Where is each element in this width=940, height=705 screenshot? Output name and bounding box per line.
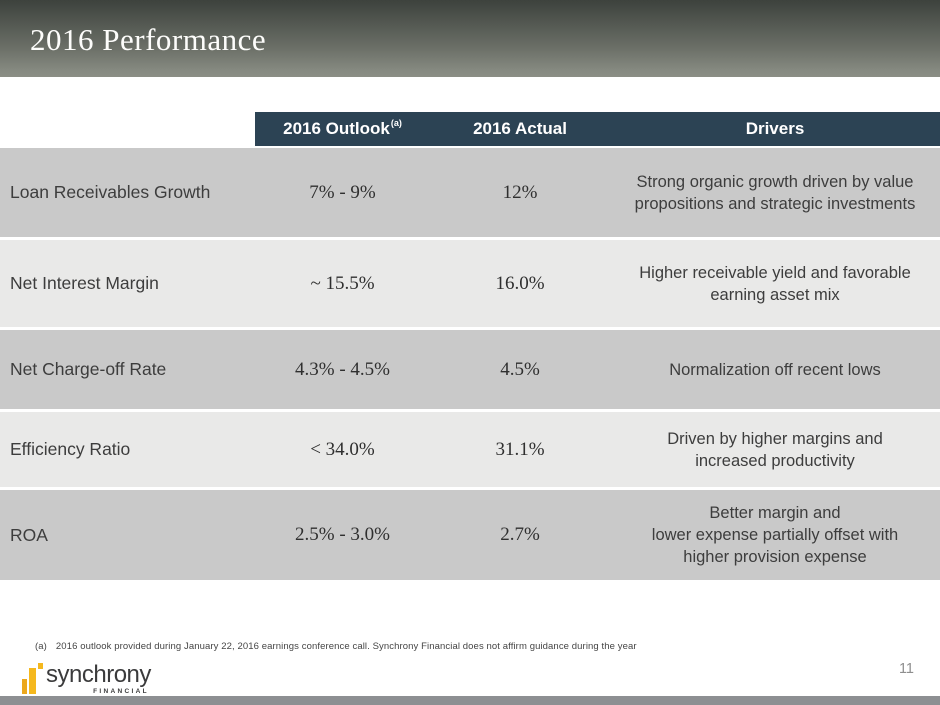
synchrony-bars-icon	[22, 661, 43, 695]
footnote: (a) 2016 outlook provided during January…	[35, 641, 637, 652]
table-row: ROA 2.5% - 3.0% 2.7% Better margin and l…	[0, 490, 940, 580]
column-header-outlook-label: 2016 Outlook	[283, 119, 390, 138]
footnote-marker: (a)	[35, 641, 47, 652]
synchrony-financial-logo: synchrony FINANCIAL	[22, 661, 151, 695]
column-header-outlook: 2016 Outlook (a)	[255, 112, 430, 146]
page-number: 11	[898, 661, 914, 677]
outlook-value: 7% - 9%	[309, 181, 376, 203]
drivers-text: Better margin and lower expense partiall…	[651, 504, 899, 566]
logo-bar-tall	[29, 668, 36, 694]
table-row: Net Charge-off Rate 4.3% - 4.5% 4.5% Nor…	[0, 330, 940, 409]
outlook-value: 2.5% - 3.0%	[295, 524, 390, 545]
metric-label: Efficiency Ratio	[10, 439, 131, 459]
table-header-row: 2016 Outlook (a) 2016 Actual Drivers	[255, 112, 940, 146]
column-header-actual: 2016 Actual	[473, 119, 567, 138]
actual-value: 16.0%	[495, 272, 545, 294]
footnote-text: 2016 outlook provided during January 22,…	[55, 641, 637, 652]
logo-bar-short	[22, 679, 27, 694]
column-header-drivers: Drivers	[745, 119, 805, 138]
table-row: Loan Receivables Growth 7% - 9% 12% Stro…	[0, 148, 940, 237]
metric-label: ROA	[10, 524, 48, 545]
logo-wordmark: synchrony	[46, 661, 151, 688]
logo-subtitle: FINANCIAL	[93, 688, 149, 695]
drivers-text: Strong organic growth driven by value pr…	[634, 172, 916, 213]
table-body: Loan Receivables Growth 7% - 9% 12% Stro…	[0, 148, 940, 580]
outlook-value: 4.3% - 4.5%	[295, 358, 390, 380]
actual-value: 31.1%	[495, 438, 545, 460]
footnote-reference: (a)	[390, 118, 402, 128]
outlook-value: < 34.0%	[310, 438, 375, 460]
metric-label: Loan Receivables Growth	[10, 182, 211, 202]
outlook-value: ~ 15.5%	[310, 272, 375, 294]
performance-table: 2016 Outlook (a) 2016 Actual Drivers Loan…	[0, 112, 940, 583]
drivers-text: Normalization off recent lows	[669, 360, 881, 379]
logo-text: synchrony FINANCIAL	[46, 661, 151, 696]
drivers-text: Higher receivable yield and favorable ea…	[639, 263, 911, 304]
table-row: Net Interest Margin ~ 15.5% 16.0% Higher…	[0, 240, 940, 327]
table-row: Efficiency Ratio < 34.0% 31.1% Driven by…	[0, 412, 940, 487]
metric-label: Net Charge-off Rate	[10, 359, 167, 379]
actual-value: 2.7%	[500, 524, 540, 545]
actual-value: 4.5%	[500, 358, 540, 380]
actual-value: 12%	[502, 181, 538, 203]
bottom-accent-strip	[0, 696, 940, 705]
logo-square-dot	[38, 663, 43, 669]
page-title: 2016 Performance	[30, 22, 267, 57]
metric-label: Net Interest Margin	[10, 273, 159, 293]
slide-title-banner: 2016 Performance	[0, 0, 940, 77]
drivers-text: Driven by higher margins and increased p…	[667, 429, 883, 470]
